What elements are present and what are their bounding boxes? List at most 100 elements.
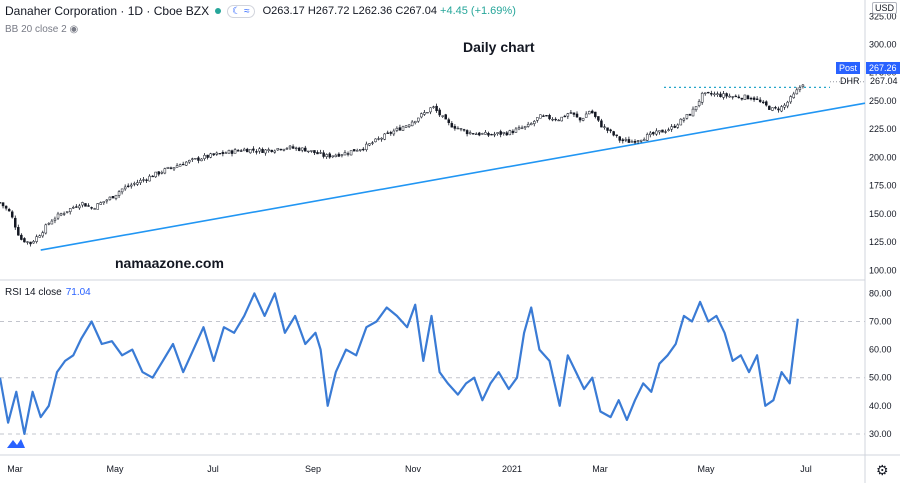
candle-body <box>32 241 35 244</box>
candle-body <box>621 139 625 142</box>
chart-title: Daily chart <box>463 39 535 55</box>
candle-body <box>536 117 539 121</box>
candle-body <box>768 105 771 110</box>
candle-body <box>551 118 554 121</box>
candle-body <box>487 132 490 136</box>
candle-body <box>386 132 389 134</box>
candle-body <box>84 203 87 207</box>
symbol-header[interactable]: Danaher Corporation · 1D · Cboe BZX ☾ ≈ O… <box>5 4 516 18</box>
candle-body <box>587 111 591 115</box>
price-tick-label: 125.00 <box>869 237 897 247</box>
candle-body <box>154 171 157 178</box>
candle-body <box>120 188 124 193</box>
candle-body <box>227 150 231 154</box>
candle-body <box>429 107 432 113</box>
candle-body <box>221 152 225 154</box>
rsi-label[interactable]: RSI 14 close 71.04 <box>5 287 91 298</box>
candle-body <box>102 201 106 204</box>
candle-body <box>426 112 429 114</box>
candle-body <box>707 91 710 94</box>
candle-body <box>780 106 783 112</box>
candle-body <box>517 127 521 130</box>
candle-body <box>133 183 136 185</box>
candle-body <box>743 94 747 100</box>
candle-body <box>7 208 11 212</box>
candle-body <box>758 99 762 102</box>
price-tick-label: 100.00 <box>869 265 897 275</box>
candle-body <box>75 206 78 208</box>
candle-body <box>188 160 191 163</box>
candle-body <box>569 112 573 114</box>
candle-body <box>355 150 359 152</box>
candle-body <box>72 207 75 209</box>
candle-body <box>111 195 115 199</box>
candle-body <box>423 112 426 115</box>
candle-body <box>166 166 170 169</box>
candle-body <box>285 148 289 150</box>
candle-body <box>319 152 322 154</box>
candle-body <box>505 132 509 136</box>
candle-body <box>578 117 582 121</box>
candle-body <box>236 150 240 152</box>
rsi-tick-label: 50.00 <box>869 373 892 383</box>
candle-body <box>212 153 215 156</box>
candle-body <box>331 155 335 158</box>
candle-body <box>655 130 658 135</box>
candle-body <box>441 115 444 117</box>
candle-body <box>514 128 518 133</box>
eye-icon[interactable]: ◉ <box>69 24 79 35</box>
price-tick-label: 225.00 <box>869 124 897 134</box>
compare-toggle[interactable]: ☾ ≈ <box>227 4 255 18</box>
candle-body <box>685 114 689 119</box>
candle-body <box>279 148 283 151</box>
candle-body <box>337 153 341 157</box>
candle-body <box>288 145 292 149</box>
candle-body <box>771 107 774 111</box>
candle-body <box>157 171 161 175</box>
candle-body <box>459 128 463 130</box>
candle-body <box>126 185 130 187</box>
candle-body <box>722 93 725 98</box>
currency-label[interactable]: USD <box>872 2 898 14</box>
candle-body <box>526 123 530 127</box>
candle-body <box>581 118 585 121</box>
candle-body <box>252 148 255 151</box>
candle-body <box>273 150 277 153</box>
ticker-value: 267.04 <box>870 76 898 86</box>
candle-body <box>4 205 8 209</box>
candle-body <box>368 143 371 146</box>
candle-body <box>688 113 692 116</box>
candle-body <box>694 106 698 111</box>
candle-body <box>432 106 435 108</box>
candle-body <box>29 241 32 245</box>
candle-body <box>194 158 197 160</box>
candle-body <box>798 87 802 90</box>
candle-body <box>81 202 84 206</box>
candle-body <box>334 154 338 157</box>
candle-body <box>224 152 228 154</box>
candle-body <box>545 115 548 117</box>
candle-body <box>313 150 316 154</box>
candle-body <box>377 138 380 140</box>
candle-body <box>572 112 576 115</box>
candle-body <box>612 131 615 136</box>
candle-body <box>490 134 493 136</box>
symbol-title[interactable]: Danaher Corporation · 1D · Cboe BZX <box>5 4 210 18</box>
candle-body <box>99 202 102 205</box>
candle-body <box>87 205 90 207</box>
candle-body <box>511 130 515 134</box>
tradingview-logo-icon[interactable] <box>6 436 26 450</box>
candle-body <box>239 150 243 152</box>
candle-body <box>294 147 298 150</box>
candle-body <box>255 151 258 153</box>
candle-body <box>801 84 805 87</box>
candle-body <box>352 149 356 152</box>
candle-body <box>389 132 393 134</box>
candle-body <box>151 175 154 178</box>
candle-body <box>340 154 344 156</box>
candle-body <box>554 118 557 121</box>
candle-body <box>398 127 402 131</box>
candle-body <box>362 148 365 151</box>
bb-indicator-label[interactable]: BB 20 close 2 ◉ <box>5 24 79 35</box>
gear-icon[interactable]: ⚙ <box>876 462 889 478</box>
